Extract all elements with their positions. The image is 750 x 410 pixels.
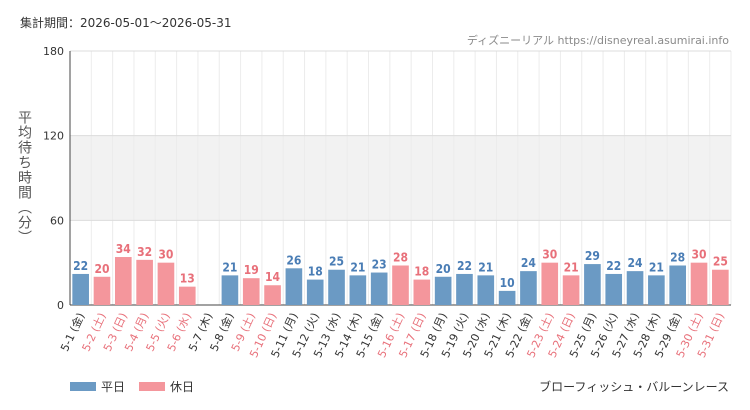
legend-swatch-holiday [139,382,166,391]
bar-value-label: 22 [73,259,88,273]
bar [648,275,665,305]
bar [605,273,623,305]
bar [541,262,559,305]
bar [349,275,367,305]
legend-item-holiday: 休日 [139,378,194,395]
bar [242,278,260,305]
bar-value-label: 25 [329,255,344,269]
bar-value-label: 26 [286,253,301,267]
bar-value-label: 20 [94,262,109,276]
bar [584,264,601,305]
bar [157,262,175,305]
y-tick-label: 180 [43,45,64,58]
bar-value-label: 32 [137,245,152,259]
bar-value-label: 24 [628,256,644,270]
bar-value-label: 23 [372,258,387,272]
bar-value-label: 30 [158,248,173,262]
bar [669,265,687,305]
bar-value-label: 19 [244,263,259,277]
plot-band [70,135,731,221]
bar [370,272,388,305]
bar-value-label: 18 [308,265,323,279]
y-tick-label: 120 [43,130,64,143]
bar [285,268,303,305]
y-tick-label: 60 [50,214,64,227]
legend-item-weekday: 平日 [70,378,125,395]
bar [221,275,239,305]
bar [626,271,644,305]
bar [93,276,111,305]
legend: 平日 休日 [70,378,194,395]
bar-value-label: 22 [606,259,621,273]
bar-value-label: 21 [222,260,237,274]
legend-label-holiday: 休日 [170,380,195,394]
bar-value-label: 21 [564,260,579,274]
y-axis-title: 平均待ち時間（分） [16,110,32,245]
bar-value-label: 30 [692,248,707,262]
bar [178,286,196,305]
bar [413,279,431,305]
bar [72,273,89,305]
bar [712,269,729,305]
bar-value-label: 18 [414,265,429,279]
bar-value-label: 21 [350,260,365,274]
bar [136,259,153,305]
bar [498,290,516,305]
bar [264,285,281,305]
bar-value-label: 20 [436,262,451,276]
period-label: 集計期間：2026-05-01〜2026-05-31 [20,16,232,30]
bar-value-label: 29 [585,249,600,263]
bar-value-label: 34 [116,242,132,256]
bar [328,269,345,305]
attraction-name: ブローフィッシュ・バルーンレース [539,380,729,394]
bar [114,257,132,305]
bar-value-label: 22 [457,259,472,273]
bar-value-label: 28 [670,250,685,264]
bar [477,275,495,305]
source-label: ディズニーリアル https://disneyreal.asumirai.inf… [466,34,729,47]
bar-value-label: 24 [521,256,537,270]
y-tick-label: 0 [57,299,64,312]
bar-value-label: 25 [713,255,728,269]
bar [562,275,580,305]
legend-label-weekday: 平日 [101,380,126,394]
bar-value-label: 14 [265,270,281,284]
bar [520,271,537,305]
bar [690,262,708,305]
bar-value-label: 30 [542,248,557,262]
bar [306,279,324,305]
bar-value-label: 28 [393,250,408,264]
bar-value-label: 10 [500,276,515,290]
bar [434,276,452,305]
bar-value-label: 21 [649,260,664,274]
bar-value-label: 21 [478,260,493,274]
bar-value-label: 13 [180,272,195,286]
bar [392,265,409,305]
bar [456,273,473,305]
legend-swatch-weekday [70,382,96,391]
